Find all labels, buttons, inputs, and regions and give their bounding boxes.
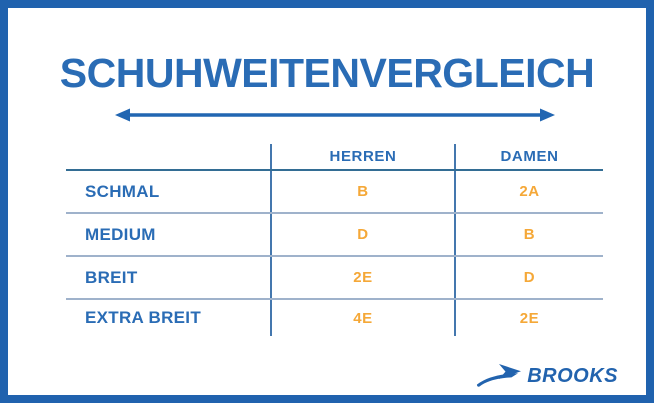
row-label: BREIT: [85, 267, 138, 287]
row-label: SCHMAL: [85, 181, 160, 201]
page-title: SCHUHWEITENVERGLEICH: [59, 50, 595, 96]
comparison-table: HERREN DAMEN SCHMAL B 2A MEDIUM D B BREI…: [66, 144, 603, 336]
row-label: MEDIUM: [85, 224, 156, 244]
herren-value: 4E: [270, 300, 454, 336]
damen-value: D: [454, 257, 603, 298]
herren-value: B: [270, 171, 454, 212]
damen-value: 2E: [454, 300, 603, 336]
column-header-blank: [66, 144, 270, 169]
brooks-swoosh-icon: [476, 363, 522, 389]
row-label: EXTRA BREIT: [85, 308, 202, 327]
damen-value: 2A: [454, 171, 603, 212]
herren-value: D: [270, 214, 454, 255]
table-header-row: HERREN DAMEN: [66, 144, 603, 171]
column-header-herren: HERREN: [270, 144, 454, 169]
table-row-medium: MEDIUM D B: [66, 214, 603, 257]
brooks-logo: BROOKS: [476, 361, 618, 391]
damen-value: B: [454, 214, 603, 255]
table-row-schmal: SCHMAL B 2A: [66, 171, 603, 214]
column-header-damen: DAMEN: [454, 144, 603, 169]
table-row-breit: BREIT 2E D: [66, 257, 603, 300]
table-row-extra-breit: EXTRA BREIT 4E 2E: [66, 300, 603, 336]
brooks-wordmark: BROOKS: [527, 364, 618, 387]
double-headed-arrow-icon: [115, 107, 555, 123]
herren-value: 2E: [270, 257, 454, 298]
